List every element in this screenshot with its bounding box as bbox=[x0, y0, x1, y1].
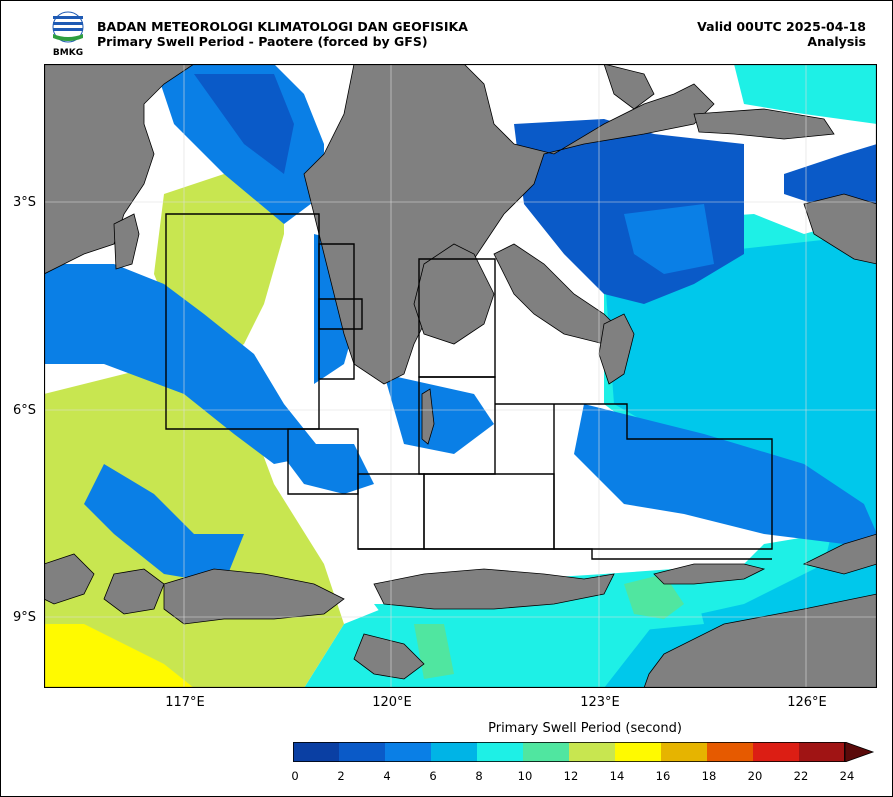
land-sumbawa bbox=[163, 568, 345, 625]
colorbar-tick-label: 22 bbox=[793, 769, 809, 783]
colorbar-tick-label: 6 bbox=[429, 769, 437, 783]
land-borneo-island bbox=[113, 213, 140, 270]
colorbar-segment bbox=[615, 742, 661, 762]
land-wetar bbox=[802, 533, 877, 575]
land-alor bbox=[653, 563, 766, 585]
colorbar-tick-label: 20 bbox=[747, 769, 763, 783]
graticule bbox=[44, 64, 877, 688]
colorbar-tick-label: 12 bbox=[563, 769, 579, 783]
land-sulawesi bbox=[303, 64, 715, 385]
colorbar-segment bbox=[569, 742, 615, 762]
colorbar-segment bbox=[753, 742, 799, 762]
svg-text:BMKG: BMKG bbox=[53, 48, 83, 58]
land-flores bbox=[373, 568, 615, 610]
lat-label: 6°S bbox=[13, 403, 37, 418]
land-selayar bbox=[421, 388, 435, 445]
valid-time: Valid 00UTC 2025-04-18 bbox=[697, 19, 866, 34]
colorbar-segment bbox=[431, 742, 477, 762]
agency-name: BADAN METEOROLOGI KLIMATOLOGI DAN GEOFIS… bbox=[97, 19, 468, 34]
colorbar-tick-label: 8 bbox=[475, 769, 483, 783]
land-north-maluku bbox=[603, 64, 655, 110]
lat-label: 9°S bbox=[13, 610, 37, 625]
land-borneo bbox=[44, 64, 195, 275]
colorbar-tick-label: 0 bbox=[291, 769, 299, 783]
colorbar-title: Primary Swell Period (second) bbox=[488, 721, 682, 736]
colorbar-segment bbox=[799, 742, 845, 762]
land-masses bbox=[44, 64, 877, 688]
colorbar-segment bbox=[339, 742, 385, 762]
bmkg-logo: BMKG bbox=[52, 11, 84, 58]
colorbar-outline bbox=[293, 742, 845, 762]
lon-label: 126°E bbox=[787, 695, 827, 710]
colorbar-tick-label: 10 bbox=[517, 769, 533, 783]
forecast-zones bbox=[165, 213, 773, 560]
colorbar-tick-label: 2 bbox=[337, 769, 345, 783]
land-bali bbox=[44, 553, 95, 605]
lon-label: 123°E bbox=[580, 695, 620, 710]
colorbar-segment bbox=[661, 742, 707, 762]
lat-label: 3°S bbox=[13, 195, 37, 210]
analysis-label: Analysis bbox=[807, 34, 866, 49]
colorbar-tick-label: 18 bbox=[701, 769, 717, 783]
land-lombok bbox=[103, 568, 165, 615]
colorbar-segment bbox=[523, 742, 569, 762]
colorbar-tick-label: 14 bbox=[609, 769, 625, 783]
lon-label: 117°E bbox=[165, 695, 205, 710]
land-seram bbox=[693, 108, 835, 140]
product-title: Primary Swell Period - Paotere (forced b… bbox=[97, 34, 428, 49]
colorbar bbox=[293, 742, 875, 762]
land-northeast-islands bbox=[803, 193, 877, 265]
land-bone-bay bbox=[413, 243, 495, 345]
land-sumba bbox=[353, 633, 425, 680]
colorbar-tick-label: 24 bbox=[839, 769, 855, 783]
colorbar-segment bbox=[477, 742, 523, 762]
colorbar-segment bbox=[293, 742, 339, 762]
colorbar-tick-label: 4 bbox=[383, 769, 391, 783]
colorbar-extend-arrow bbox=[844, 742, 875, 762]
colorbar-segment bbox=[385, 742, 431, 762]
colorbar-segment bbox=[707, 742, 753, 762]
colorbar-tick-label: 16 bbox=[655, 769, 671, 783]
swell-period-map bbox=[44, 64, 877, 688]
land-timor bbox=[643, 593, 877, 688]
lon-label: 120°E bbox=[372, 695, 412, 710]
